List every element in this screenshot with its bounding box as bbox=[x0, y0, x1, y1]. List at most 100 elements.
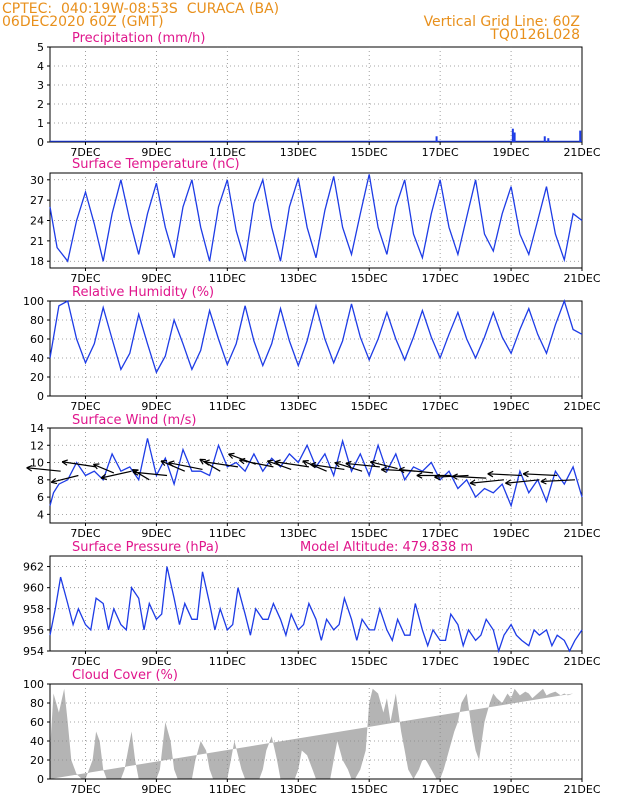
x-tick-label: 11DEC bbox=[209, 400, 246, 413]
y-tick-label: 27 bbox=[30, 194, 44, 207]
wind-arrow-shaft bbox=[51, 474, 79, 483]
header-grid-line: Vertical Grid Line: 60Z bbox=[423, 14, 580, 30]
x-tick-label: 15DEC bbox=[351, 146, 388, 159]
wind-arrow-head bbox=[302, 460, 309, 466]
y-tick-label: 60 bbox=[30, 333, 44, 346]
wind-arrow-head bbox=[522, 470, 529, 478]
y-tick-label: 100 bbox=[23, 295, 44, 308]
wind-series-line bbox=[49, 438, 583, 508]
x-tick-label: 15DEC bbox=[351, 655, 388, 668]
y-tick-label: 24 bbox=[30, 215, 44, 228]
x-tick-label: 9DEC bbox=[141, 272, 171, 285]
y-tick-label: 8 bbox=[37, 474, 44, 487]
x-tick-label: 11DEC bbox=[209, 655, 246, 668]
x-tick-label: 9DEC bbox=[141, 783, 171, 796]
wind-arrow-head bbox=[505, 479, 512, 486]
x-tick-label: 7DEC bbox=[70, 783, 100, 796]
x-tick-label: 13DEC bbox=[280, 783, 317, 796]
x-tick-label: 17DEC bbox=[422, 400, 459, 413]
wind-arrow-head bbox=[203, 459, 210, 466]
x-tick-label: 17DEC bbox=[422, 655, 459, 668]
wind-arrow-shaft bbox=[274, 461, 309, 468]
x-tick-label: 19DEC bbox=[493, 146, 530, 159]
y-tick-label: 2 bbox=[37, 98, 44, 111]
wind-arrow-head bbox=[469, 479, 476, 486]
wind-arrow-shaft bbox=[26, 467, 61, 472]
x-tick-label: 9DEC bbox=[141, 400, 171, 413]
y-tick-label: 4 bbox=[37, 60, 44, 73]
wind-arrow-head bbox=[61, 459, 68, 466]
wind-arrow-head bbox=[381, 466, 388, 474]
x-tick-label: 21DEC bbox=[563, 400, 600, 413]
wind-arrow-shaft bbox=[302, 460, 327, 472]
y-tick-label: 30 bbox=[30, 174, 44, 187]
y-tick-label: 14 bbox=[30, 422, 44, 435]
wind-arrow-shaft bbox=[93, 463, 115, 474]
pressure-title: Surface Pressure (hPa) bbox=[72, 540, 219, 555]
y-tick-label: 40 bbox=[30, 352, 44, 365]
y-tick-label: 18 bbox=[30, 255, 44, 268]
x-tick-label: 13DEC bbox=[280, 146, 317, 159]
y-tick-label: 20 bbox=[30, 371, 44, 384]
y-tick-label: 960 bbox=[23, 582, 44, 595]
precip-bar bbox=[543, 136, 546, 142]
x-tick-label: 15DEC bbox=[351, 400, 388, 413]
header-date: 06DEC2020 60Z (GMT) bbox=[2, 14, 164, 30]
wind-arrow-shaft bbox=[370, 461, 398, 470]
header-location: CPTEC: 040:19W-08:53S CURACA (BA) bbox=[2, 1, 280, 17]
y-tick-label: 5 bbox=[37, 41, 44, 54]
wind-arrow-shaft bbox=[334, 462, 363, 472]
x-tick-label: 21DEC bbox=[563, 146, 600, 159]
y-tick-label: 21 bbox=[30, 235, 44, 248]
y-tick-label: 0 bbox=[37, 773, 44, 786]
x-tick-label: 11DEC bbox=[209, 272, 246, 285]
wind-arrow-head bbox=[451, 473, 458, 480]
wind-arrow-head bbox=[266, 459, 274, 466]
wind-arrow-head bbox=[92, 463, 100, 470]
x-tick-label: 13DEC bbox=[280, 400, 317, 413]
wind-arrow-shaft bbox=[239, 459, 274, 468]
precip-bar bbox=[435, 136, 438, 142]
precip-frame bbox=[49, 46, 583, 143]
wind-arrow-shaft bbox=[310, 463, 345, 471]
rh-series-line bbox=[49, 298, 583, 374]
x-tick-label: 13DEC bbox=[280, 527, 317, 540]
wind-arrow-head bbox=[540, 477, 547, 485]
pressure-series-line bbox=[49, 566, 583, 654]
wind-arrow-head bbox=[416, 472, 423, 479]
wind-arrow-head bbox=[132, 469, 139, 476]
wind-arrow-shaft bbox=[434, 474, 469, 478]
wind-arrow-head bbox=[487, 470, 494, 478]
y-tick-label: 958 bbox=[23, 603, 44, 616]
wind-arrow-head bbox=[370, 459, 377, 467]
x-tick-label: 7DEC bbox=[70, 146, 100, 159]
x-tick-label: 13DEC bbox=[280, 655, 317, 668]
x-tick-label: 11DEC bbox=[209, 527, 246, 540]
wind-arrow-head bbox=[398, 466, 405, 474]
wind-arrow-shaft bbox=[469, 479, 505, 484]
wind-arrow-shaft bbox=[62, 461, 97, 468]
x-tick-label: 9DEC bbox=[141, 527, 171, 540]
pressure-frame bbox=[49, 555, 583, 652]
y-tick-label: 60 bbox=[30, 716, 44, 729]
x-tick-label: 19DEC bbox=[493, 272, 530, 285]
cloud-frame bbox=[49, 683, 583, 780]
wind-frame bbox=[49, 427, 583, 524]
precip-bar bbox=[579, 130, 582, 142]
wind-arrow-shaft bbox=[199, 458, 221, 472]
y-tick-label: 4 bbox=[37, 508, 44, 521]
wind-arrow-head bbox=[160, 460, 168, 466]
cloud-title: Cloud Cover (%) bbox=[72, 668, 178, 683]
wind-arrow-head bbox=[334, 461, 341, 468]
rh-frame bbox=[49, 300, 583, 397]
wind-arrow-shaft bbox=[345, 462, 380, 468]
x-tick-label: 9DEC bbox=[141, 655, 171, 668]
wind-arrow-shaft bbox=[398, 468, 434, 474]
wind-arrow-shaft bbox=[523, 473, 558, 477]
x-tick-label: 15DEC bbox=[351, 527, 388, 540]
y-tick-label: 0 bbox=[37, 136, 44, 149]
x-tick-label: 11DEC bbox=[209, 146, 246, 159]
x-tick-label: 7DEC bbox=[70, 655, 100, 668]
x-tick-label: 7DEC bbox=[70, 272, 100, 285]
